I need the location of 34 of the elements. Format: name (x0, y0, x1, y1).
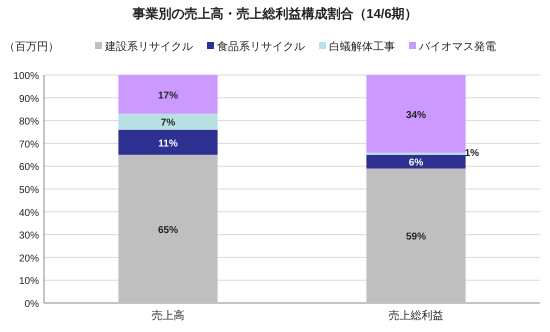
bar (118, 114, 218, 130)
data-label: 59% (406, 232, 426, 243)
x-tick-label: 売上高 (152, 309, 184, 322)
bar (366, 154, 466, 168)
data-label: 34% (406, 110, 426, 121)
chart-title: 事業別の売上高・売上総利益構成割合（14/6期） (131, 6, 418, 21)
y-tick-label: 10% (18, 276, 40, 288)
bar (366, 75, 466, 153)
y-tick-label: 40% (18, 208, 40, 219)
legend-label: 建設系リサイクル (104, 40, 193, 53)
bar (118, 130, 218, 155)
data-label: 17% (158, 90, 178, 102)
y-tick-label: 80% (18, 116, 40, 128)
bar (118, 154, 218, 303)
bar (366, 168, 466, 303)
legend-label: 白蟻解体工事 (329, 40, 395, 53)
y-axis-title: （百万円） (4, 41, 59, 53)
data-label: 6% (408, 158, 424, 169)
y-tick-label: 20% (18, 253, 40, 264)
data-label: 11% (158, 138, 178, 150)
data-label: 7% (160, 118, 176, 129)
y-tick-label: 0% (24, 299, 40, 310)
y-tick-label: 50% (18, 185, 40, 196)
legend-label: 食品系リサイクル (217, 40, 305, 53)
bar (118, 75, 218, 114)
y-tick-label: 70% (18, 139, 40, 150)
data-label: 65% (158, 224, 178, 236)
y-tick-label: 100% (13, 71, 40, 82)
y-tick-label: 90% (18, 94, 40, 105)
y-tick-label: 30% (18, 230, 40, 242)
legend-label: バイオマス発電 (418, 41, 496, 53)
y-tick-label: 60% (18, 162, 40, 174)
data-label: 1% (464, 148, 480, 160)
x-tick-label: 売上総利益 (388, 309, 444, 322)
